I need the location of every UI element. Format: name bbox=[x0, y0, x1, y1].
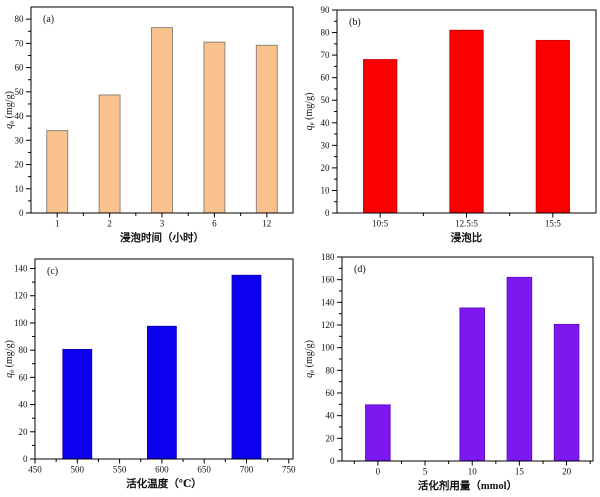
y-tick-label: 20 bbox=[321, 163, 331, 173]
y-tick-label: 60 bbox=[19, 372, 29, 382]
x-tick-label: 700 bbox=[240, 465, 254, 475]
x-tick-label: 600 bbox=[155, 465, 169, 475]
y-tick-label: 0 bbox=[330, 456, 335, 466]
x-tick-label: 6 bbox=[212, 219, 217, 229]
chart-panel-d: 0 5 10 15 20 0 20 40 60 80 100 120 140 160 180 (d) 活化剂用量… bbox=[300, 249, 600, 497]
y-tick-label: 100 bbox=[321, 343, 335, 353]
y-tick-label: 40 bbox=[321, 118, 331, 128]
bar-15:5 bbox=[535, 39, 570, 214]
y-tick-label: 30 bbox=[321, 140, 331, 150]
chart-panel-a: 1 2 3 6 12 0 10 20 30 40 50 60 70 80 (a) 浸泡时间（小时） qe (mg… bbox=[0, 0, 300, 249]
y-tick-label: 100 bbox=[14, 318, 28, 328]
bar-500 bbox=[62, 348, 93, 460]
y-tick-label: 180 bbox=[321, 252, 335, 262]
y-tick-label: 40 bbox=[326, 411, 336, 421]
y-tick-label: 80 bbox=[19, 345, 29, 355]
x-tick-label: 2 bbox=[107, 219, 112, 229]
bar-600 bbox=[147, 325, 177, 460]
y-tick-label: 140 bbox=[14, 264, 28, 274]
x-axis-title: 浸泡比 bbox=[451, 231, 483, 244]
x-tick-label: 12 bbox=[262, 219, 271, 229]
x-tick-label: 15 bbox=[515, 467, 525, 477]
chart-c: 450 500 550 600 650 700 750 0 20 40 60 80 100 120 140 (… bbox=[4, 258, 296, 490]
x-tick-label: 5 bbox=[423, 467, 428, 477]
y-tick-label: 20 bbox=[19, 427, 29, 437]
x-tick-label: 650 bbox=[197, 465, 211, 475]
plot-box bbox=[34, 258, 294, 460]
y-tick-label: 10 bbox=[15, 184, 25, 194]
panel-label: (c) bbox=[47, 266, 58, 277]
y-tick-label: 90 bbox=[321, 5, 331, 15]
bar-6 bbox=[203, 41, 226, 214]
x-axis-title: 活化温度（℃） bbox=[126, 477, 202, 490]
bar-10 bbox=[459, 307, 485, 462]
bar-0 bbox=[365, 404, 391, 462]
y-tick-label: 20 bbox=[326, 433, 336, 443]
bar-10:5 bbox=[363, 59, 398, 214]
y-tick-label: 140 bbox=[321, 297, 335, 307]
y-tick-label: 50 bbox=[15, 87, 25, 97]
x-tick-label: 15:5 bbox=[545, 219, 562, 229]
y-tick-label: 50 bbox=[321, 95, 331, 105]
y-tick-label: 80 bbox=[15, 14, 25, 24]
y-axis-title: qe (mg/g) bbox=[4, 340, 16, 378]
x-axis-title: 活化剂用量（mmol） bbox=[418, 479, 517, 492]
y-tick-label: 0 bbox=[23, 454, 28, 464]
y-tick-label: 70 bbox=[321, 50, 331, 60]
y-tick-label: 0 bbox=[19, 208, 24, 218]
y-tick-label: 70 bbox=[15, 38, 25, 48]
y-tick-label: 60 bbox=[15, 63, 25, 73]
x-tick-label: 550 bbox=[113, 465, 127, 475]
bar-1 bbox=[46, 130, 69, 214]
panel-label: (b) bbox=[349, 17, 361, 28]
y-tick-label: 160 bbox=[321, 275, 335, 285]
y-axis-title: qe (mg/g) bbox=[304, 340, 316, 378]
bar-15 bbox=[506, 276, 533, 462]
chart-panel-b: 10:5 12.5:5 15:5 0 10 20 30 40 50 60 70 80 90 (b) 浸泡比 q… bbox=[300, 0, 600, 249]
x-tick-label: 12.5:5 bbox=[455, 219, 478, 229]
y-tick-label: 20 bbox=[15, 160, 25, 170]
y-tick-label: 0 bbox=[325, 208, 330, 218]
y-axis-title: qe (mg/g) bbox=[4, 91, 16, 129]
y-axis-title: qe (mg/g) bbox=[304, 93, 316, 131]
x-tick-label: 750 bbox=[282, 465, 296, 475]
chart-panel-c: 450 500 550 600 650 700 750 0 20 40 60 80 100 120 140 (… bbox=[0, 249, 300, 497]
bar-12.5:5 bbox=[449, 29, 484, 214]
x-tick-label: 500 bbox=[71, 465, 85, 475]
chart-b: 10:5 12.5:5 15:5 0 10 20 30 40 50 60 70 80 90 (b) 浸泡比 q… bbox=[304, 5, 597, 244]
y-tick-label: 120 bbox=[14, 291, 28, 301]
chart-d: 0 5 10 15 20 0 20 40 60 80 100 120 140 160 180 (d) 活化剂用量… bbox=[304, 252, 594, 492]
x-tick-label: 20 bbox=[562, 467, 572, 477]
bar-12 bbox=[255, 44, 278, 214]
y-tick-label: 40 bbox=[19, 400, 29, 410]
bar-20 bbox=[553, 323, 580, 462]
bar-2 bbox=[98, 94, 121, 214]
y-tick-label: 80 bbox=[326, 365, 336, 375]
x-tick-label: 0 bbox=[376, 467, 381, 477]
x-tick-label: 1 bbox=[55, 219, 60, 229]
x-tick-label: 3 bbox=[160, 219, 165, 229]
panel-label: (d) bbox=[354, 264, 366, 275]
bar-700 bbox=[231, 274, 262, 460]
y-tick-label: 120 bbox=[321, 320, 335, 330]
x-tick-label: 10:5 bbox=[372, 219, 389, 229]
x-tick-label: 10 bbox=[468, 467, 478, 477]
y-tick-label: 60 bbox=[321, 73, 331, 83]
y-tick-label: 40 bbox=[15, 111, 25, 121]
y-tick-label: 10 bbox=[321, 185, 331, 195]
y-tick-label: 60 bbox=[326, 388, 336, 398]
x-tick-label: 450 bbox=[28, 465, 42, 475]
x-axis-title: 浸泡时间（小时） bbox=[120, 231, 204, 244]
bar-3 bbox=[151, 27, 173, 214]
y-tick-label: 30 bbox=[15, 135, 25, 145]
plot-box bbox=[30, 6, 294, 214]
y-tick-label: 80 bbox=[321, 28, 331, 38]
panel-label: (a) bbox=[43, 14, 54, 25]
